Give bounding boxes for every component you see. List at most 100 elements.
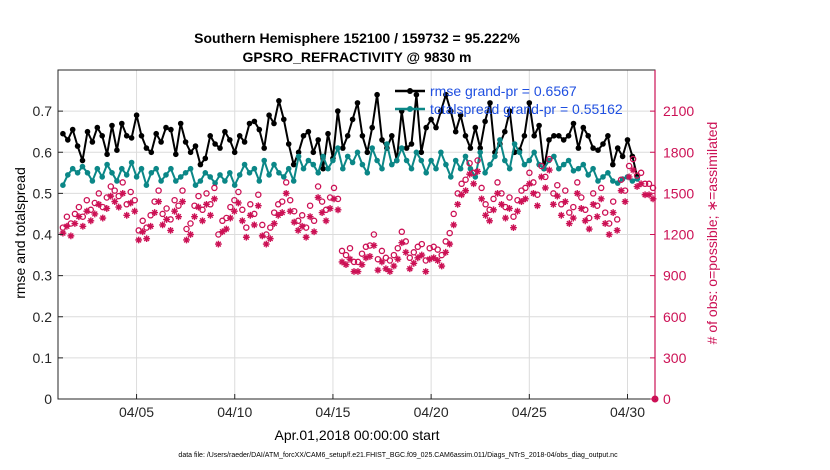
- totalspread-point: [114, 178, 120, 184]
- totalspread-point: [413, 149, 420, 156]
- assimilated-obs-point: [342, 261, 350, 269]
- totalspread-point: [295, 153, 302, 160]
- totalspread-point: [531, 149, 537, 156]
- y-tick-label-right: 2100: [663, 103, 694, 119]
- assimilated-obs-point: [518, 198, 525, 205]
- rmse-point: [624, 137, 631, 143]
- assimilated-obs-point: [234, 199, 242, 207]
- rmse-point: [438, 108, 444, 114]
- totalspread-point: [104, 161, 110, 168]
- totalspread-point: [590, 165, 596, 172]
- possible-obs-point: [115, 192, 122, 200]
- assimilated-obs-point: [474, 168, 481, 175]
- assimilated-obs-point: [246, 211, 254, 219]
- totalspread-point: [276, 170, 282, 176]
- rmse-point: [570, 120, 577, 127]
- rmse-point: [251, 118, 258, 125]
- rmse-point: [69, 126, 76, 133]
- rmse-point: [590, 145, 596, 151]
- totalspread-point: [492, 153, 498, 160]
- totalspread-point: [477, 149, 484, 156]
- rmse-point: [123, 133, 130, 139]
- assimilated-obs-point: [506, 205, 513, 212]
- possible-obs-point: [203, 190, 210, 197]
- assimilated-obs-point: [581, 217, 589, 225]
- assimilated-obs-point: [358, 261, 366, 269]
- legend-spread-label: totalspread grand-pr = 0.55162: [430, 101, 623, 117]
- possible-obs-point: [107, 183, 115, 190]
- totalspread-point: [551, 153, 557, 160]
- totalspread-point: [182, 170, 189, 176]
- rmse-point: [74, 143, 81, 149]
- assimilated-obs-point: [330, 195, 338, 203]
- possible-obs-point: [649, 184, 657, 192]
- y-tick-label-left: 0.2: [33, 309, 53, 325]
- assimilated-obs-point: [135, 236, 143, 244]
- assimilated-obs-point: [629, 166, 637, 174]
- legend: rmse grand-pr = 0.6567 totalspread grand…: [395, 83, 623, 117]
- totalspread-point: [236, 172, 243, 178]
- assimilated-obs-point: [541, 184, 549, 192]
- assimilated-obs-point: [326, 205, 334, 212]
- totalspread-point: [457, 165, 464, 172]
- totalspread-point: [418, 157, 425, 164]
- rmse-point: [605, 133, 611, 139]
- totalspread-point: [521, 161, 528, 168]
- possible-obs-point: [354, 258, 362, 266]
- rmse-point: [153, 130, 159, 137]
- possible-obs-point: [342, 251, 350, 259]
- totalspread-point: [511, 141, 518, 147]
- totalspread-point: [187, 165, 194, 172]
- totalspread-point: [177, 174, 184, 180]
- assimilated-obs-point: [294, 226, 302, 234]
- totalspread-point: [398, 145, 405, 151]
- rmse-point: [487, 100, 493, 106]
- rmse-point: [276, 98, 282, 104]
- y-tick-label-left: 0.1: [33, 350, 53, 366]
- totalspread-point: [497, 137, 503, 143]
- rmse-point: [227, 137, 233, 143]
- rmse-point: [231, 149, 238, 156]
- totalspread-point: [526, 157, 533, 164]
- possible-obs-point: [227, 203, 234, 211]
- y-tick-label-left: 0.7: [33, 103, 53, 119]
- possible-obs-point: [362, 243, 370, 251]
- assimilated-obs-point: [143, 235, 151, 243]
- rmse-point: [285, 141, 292, 147]
- assimilated-obs-point: [107, 192, 115, 200]
- rmse-point: [551, 133, 557, 139]
- possible-obs-point: [406, 254, 414, 262]
- assimilated-obs-point: [254, 202, 262, 210]
- assimilated-obs-point: [534, 202, 541, 210]
- possible-obs-point: [474, 157, 481, 164]
- rmse-point: [560, 137, 567, 143]
- assimilated-obs-point: [183, 236, 190, 244]
- rmse-point: [585, 133, 591, 139]
- totalspread-point: [315, 170, 322, 176]
- assimilated-obs-point: [446, 240, 454, 248]
- assimilated-obs-point: [215, 240, 222, 248]
- assimilated-obs-point: [123, 211, 131, 219]
- y-tick-label-right: 600: [663, 309, 687, 325]
- possible-obs-point: [601, 209, 609, 216]
- assimilated-obs-point: [605, 231, 613, 238]
- assimilated-obs-point: [530, 189, 537, 197]
- assimilated-obs-point: [470, 180, 478, 188]
- rmse-point: [467, 145, 474, 151]
- possible-obs-point: [585, 214, 593, 222]
- possible-obs-point: [270, 209, 278, 216]
- assimilated-obs-point: [374, 266, 382, 274]
- totalspread-point: [217, 172, 223, 178]
- assimilated-obs-point: [159, 221, 166, 229]
- rmse-point: [521, 133, 528, 139]
- possible-obs-point: [350, 258, 358, 266]
- assimilated-obs-point: [282, 189, 290, 197]
- rmse-point: [310, 149, 317, 156]
- assimilated-obs-point: [414, 254, 422, 262]
- possible-obs-point: [597, 184, 605, 192]
- assimilated-obs-point: [498, 200, 505, 208]
- assimilated-obs-point: [466, 170, 474, 178]
- assimilated-obs-point: [438, 262, 446, 270]
- rmse-point: [619, 153, 626, 160]
- y-tick-label-left: 0: [44, 391, 52, 407]
